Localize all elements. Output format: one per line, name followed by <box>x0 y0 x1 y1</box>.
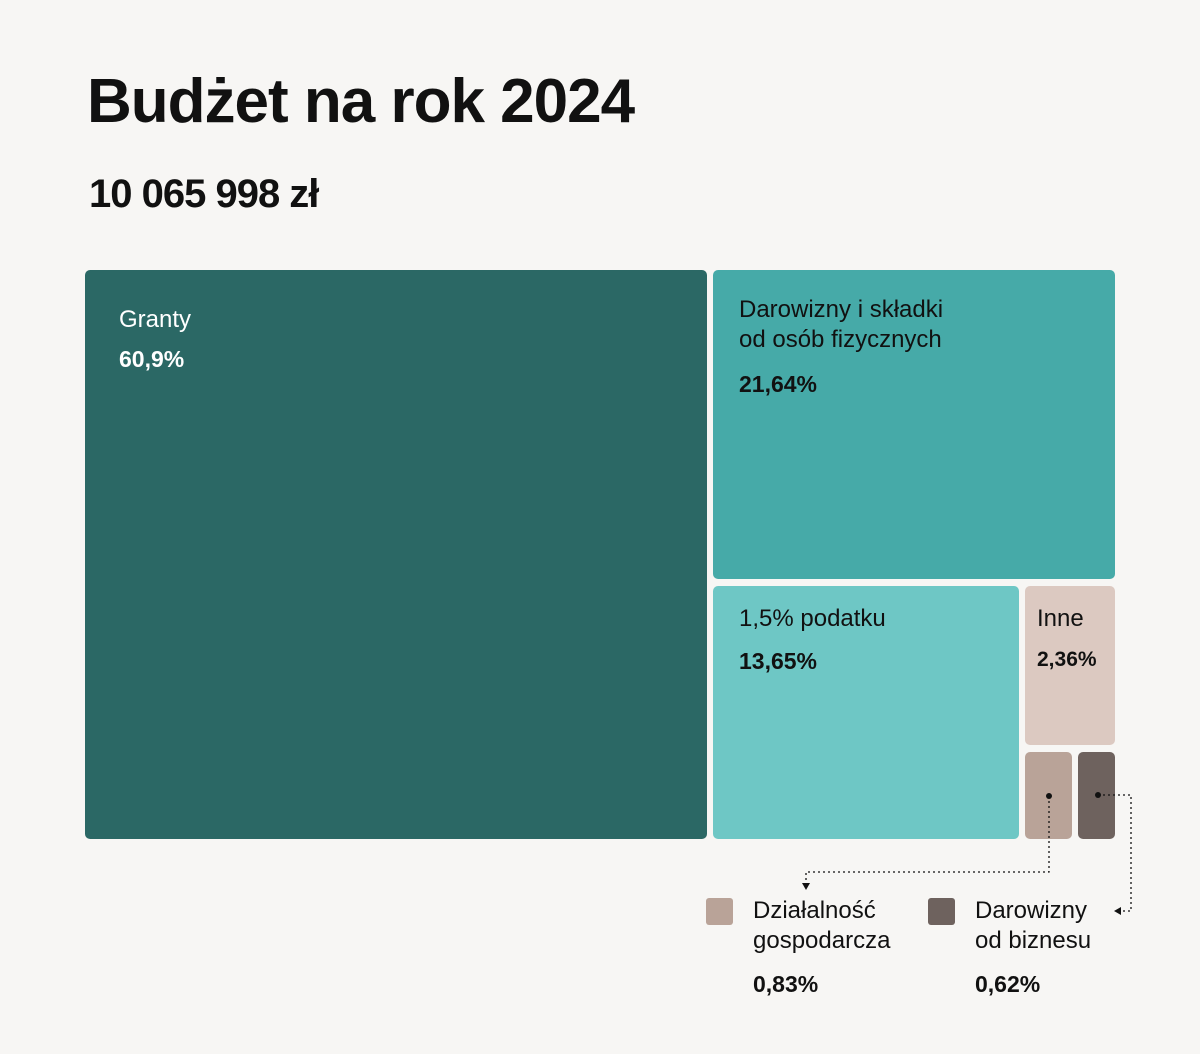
connector-line-dzialalnosc <box>805 796 1050 885</box>
tile-value: 13,65% <box>739 648 818 674</box>
tile-label: Inne <box>1037 605 1084 632</box>
legend-swatch-dzialalnosc <box>706 898 733 925</box>
tile-podatek: 1,5% podatku 13,65% <box>713 586 1019 839</box>
connector-arrow-biznes <box>1114 907 1121 915</box>
tile-darowizny-osoby-fizyczne: Darowizny i składki od osób fizycznych 2… <box>713 270 1115 579</box>
budget-total: 10 065 998 zł <box>89 172 319 216</box>
tile-value: 21,64% <box>739 371 818 397</box>
legend-swatch-biznes <box>928 898 955 925</box>
tile-granty: Granty 60,9% <box>85 270 707 839</box>
tile-label: Granty <box>119 306 192 333</box>
legend-value-biznes: 0,62% <box>975 971 1041 997</box>
tile-label: 1,5% podatku <box>739 605 886 632</box>
tile-value: 2,36% <box>1037 648 1097 671</box>
legend-label-dzialalnosc: Działalność gospodarcza <box>753 897 891 954</box>
connector-arrow-dzialalnosc <box>802 883 810 890</box>
legend-value-dzialalnosc: 0,83% <box>753 971 819 997</box>
tile-inne: Inne 2,36% <box>1025 586 1115 745</box>
connector-line-biznes <box>1098 794 1132 912</box>
legend-label-biznes: Darowizny od biznesu <box>975 897 1092 954</box>
tile-label: Darowizny i składki od osób fizycznych <box>739 296 944 353</box>
tile-value: 60,9% <box>119 346 185 372</box>
chart-title: Budżet na rok 2024 <box>87 67 635 136</box>
